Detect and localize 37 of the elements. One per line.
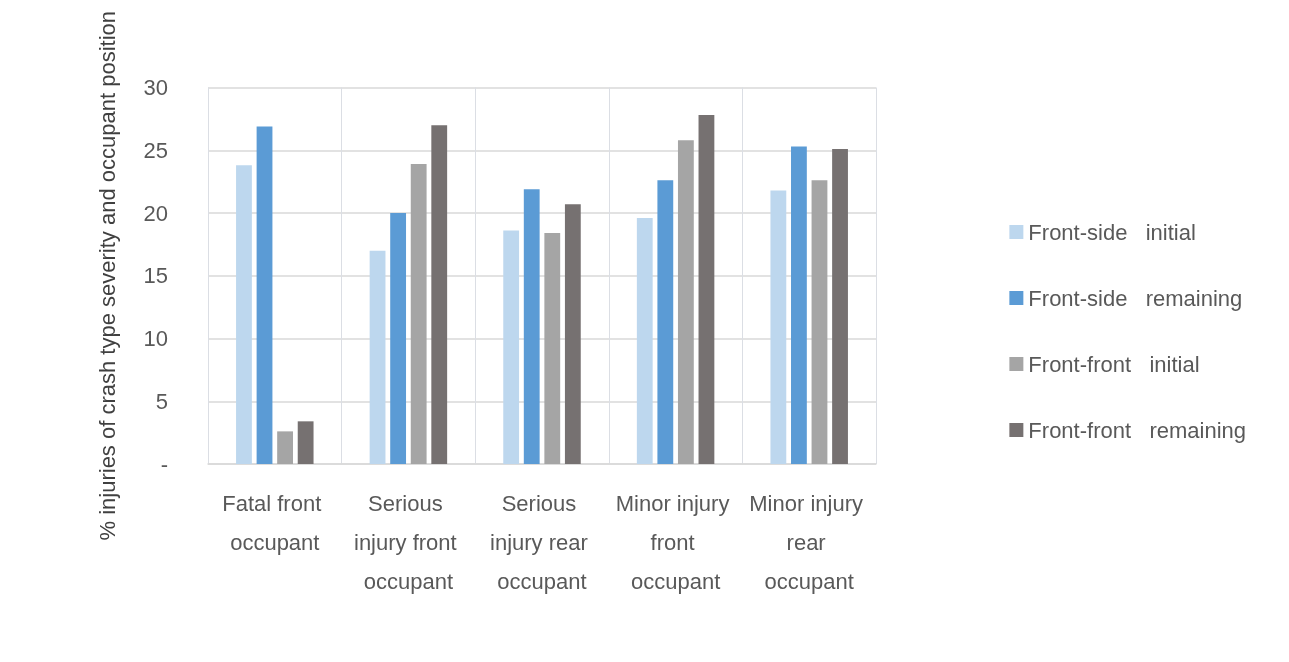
bar [811, 180, 828, 464]
bar [297, 421, 314, 464]
bar [431, 125, 448, 464]
legend-label: Front-side initial [1028, 219, 1196, 245]
bar [544, 233, 561, 464]
y-tick-label: 15 [143, 263, 168, 289]
bar [369, 250, 386, 464]
y-tick-label: 20 [143, 200, 168, 226]
y-tick-label: 5 [155, 388, 168, 414]
x-tick-label: Serious injury front occupant [353, 491, 463, 594]
bar [564, 204, 581, 464]
y-tick-label: 30 [143, 75, 168, 100]
y-tick-label: 25 [143, 137, 168, 163]
bar [503, 230, 520, 464]
bar [636, 218, 653, 464]
legend-label: Front-front remaining [1028, 417, 1246, 443]
x-tick-label: Minor injury front occupant [615, 491, 736, 594]
bar [698, 115, 715, 464]
bar [256, 126, 273, 464]
bar [791, 146, 807, 464]
bar [236, 165, 252, 464]
bar [390, 213, 407, 464]
legend-label: Front-front initial [1028, 351, 1200, 377]
y-tick-label: 10 [143, 326, 168, 351]
bar [523, 189, 540, 464]
x-tick-label: Minor injury rear occupant [749, 491, 870, 594]
x-tick-label: Serious injury rear occupant [490, 491, 594, 594]
bar [832, 149, 848, 464]
y-axis-title: % injuries of crash type severity and occupant position [94, 10, 120, 541]
legend-label: Front-side remaining [1028, 285, 1243, 311]
bar [410, 164, 427, 464]
bar [677, 140, 694, 464]
bar [657, 180, 674, 464]
bar [770, 190, 787, 464]
x-tick-label: Fatal front occupant [222, 491, 328, 555]
y-tick-label: - [160, 451, 168, 477]
bar [277, 431, 293, 464]
